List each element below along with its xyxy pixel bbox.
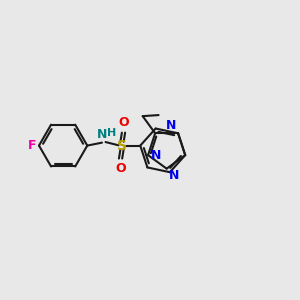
Text: N: N: [166, 118, 176, 131]
Text: N: N: [97, 128, 107, 142]
Text: N: N: [150, 148, 161, 162]
Text: F: F: [28, 139, 37, 152]
Text: S: S: [117, 139, 127, 153]
Text: N: N: [169, 169, 179, 182]
Text: O: O: [115, 162, 126, 175]
Text: O: O: [118, 116, 129, 129]
Text: H: H: [107, 128, 117, 138]
